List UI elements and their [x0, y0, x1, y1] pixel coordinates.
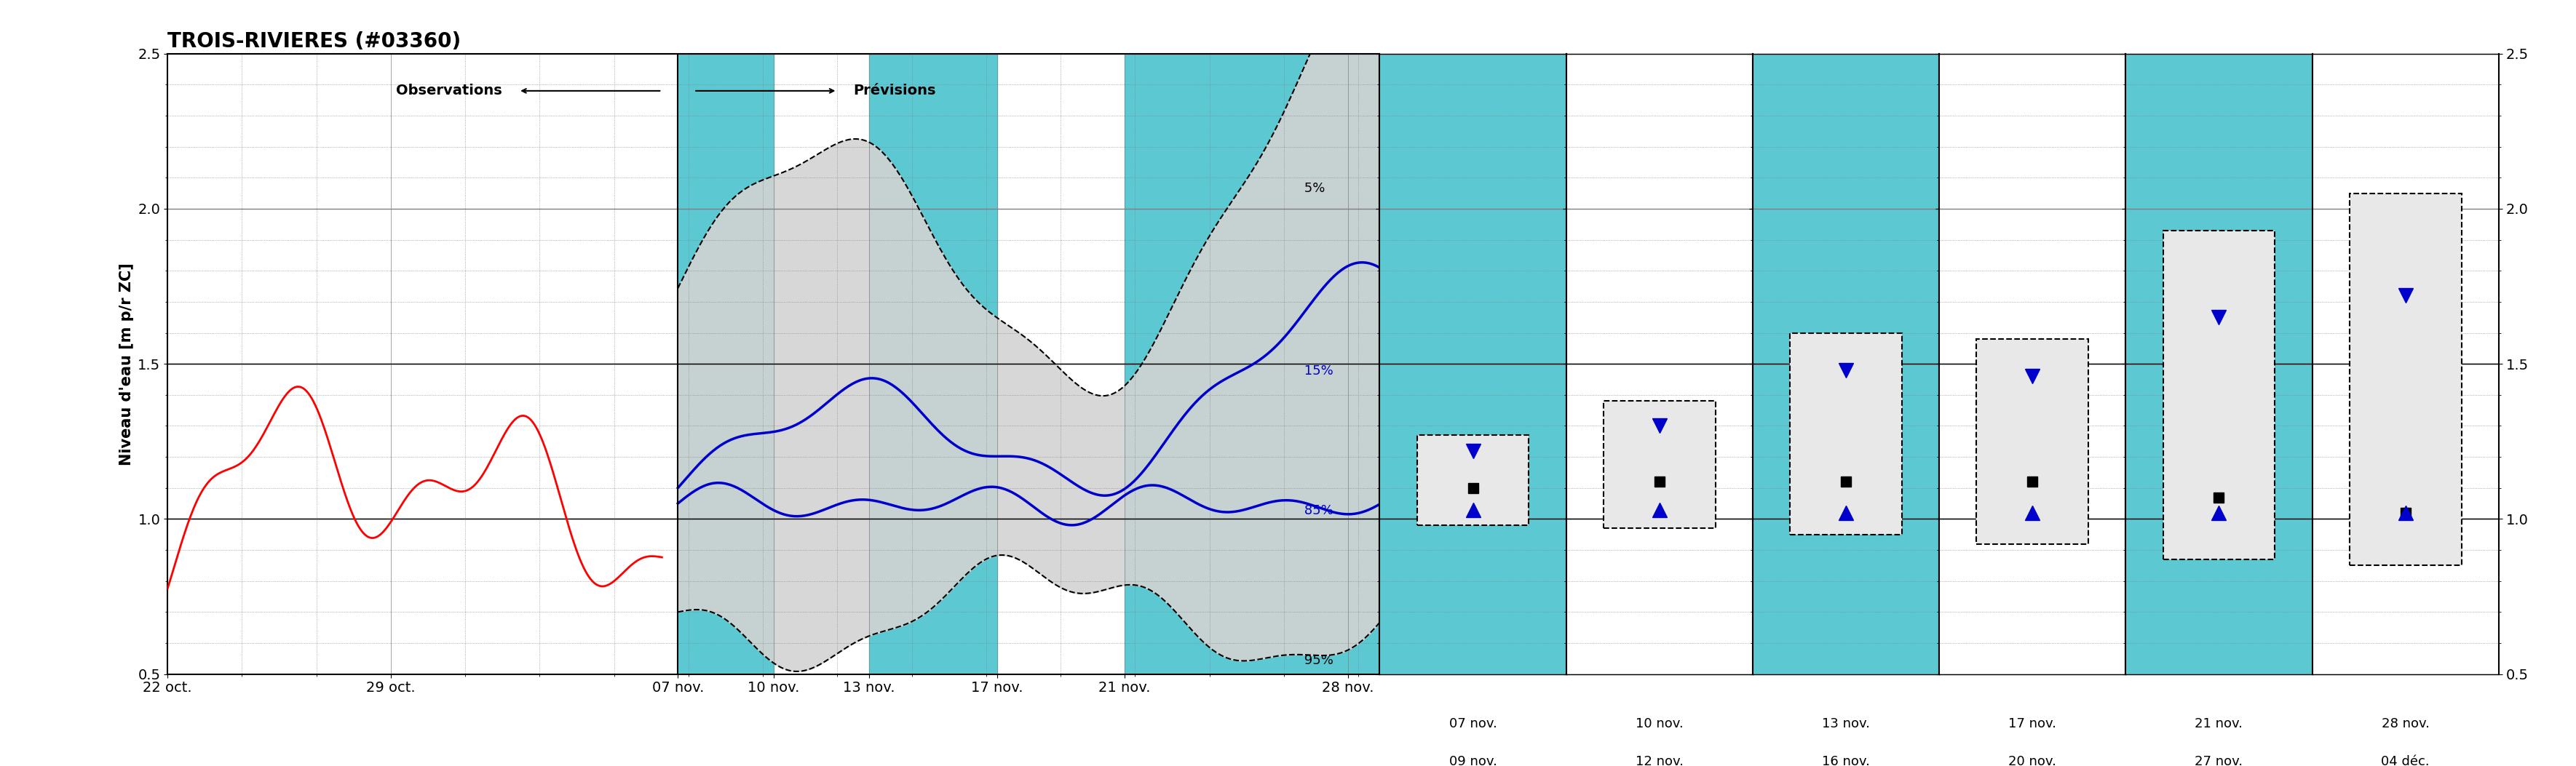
FancyBboxPatch shape — [2164, 231, 2275, 559]
Text: 17 nov.: 17 nov. — [2009, 718, 2056, 731]
Text: 5%: 5% — [1301, 182, 1324, 195]
Text: 21 nov.: 21 nov. — [2195, 718, 2244, 731]
FancyBboxPatch shape — [2349, 193, 2463, 565]
Text: 04 déc.: 04 déc. — [2380, 755, 2429, 766]
Text: 20 nov.: 20 nov. — [2009, 755, 2056, 766]
Text: 16 nov.: 16 nov. — [1821, 755, 1870, 766]
FancyBboxPatch shape — [1976, 339, 2089, 544]
FancyBboxPatch shape — [1602, 401, 1716, 529]
Y-axis label: Niveau d'eau [m p/r ZC]: Niveau d'eau [m p/r ZC] — [118, 263, 134, 465]
Text: TROIS-RIVIERES (#03360): TROIS-RIVIERES (#03360) — [167, 31, 461, 52]
FancyBboxPatch shape — [1790, 332, 1901, 535]
Text: Prévisions: Prévisions — [853, 84, 935, 98]
Text: Observations: Observations — [397, 84, 502, 98]
Text: 28 nov.: 28 nov. — [2380, 718, 2429, 731]
Text: 09 nov.: 09 nov. — [1448, 755, 1497, 766]
Bar — [868, 54, 997, 674]
Text: 13 nov.: 13 nov. — [1821, 718, 1870, 731]
Text: 27 nov.: 27 nov. — [2195, 755, 2244, 766]
Text: 07 nov.: 07 nov. — [1448, 718, 1497, 731]
Text: 95%: 95% — [1301, 654, 1334, 667]
Text: 15%: 15% — [1301, 365, 1334, 378]
Text: 12 nov.: 12 nov. — [1636, 755, 1685, 766]
FancyBboxPatch shape — [1417, 435, 1530, 525]
Bar — [677, 54, 773, 674]
Text: 10 nov.: 10 nov. — [1636, 718, 1682, 731]
Bar — [1126, 54, 1381, 674]
Text: 85%: 85% — [1301, 504, 1334, 517]
